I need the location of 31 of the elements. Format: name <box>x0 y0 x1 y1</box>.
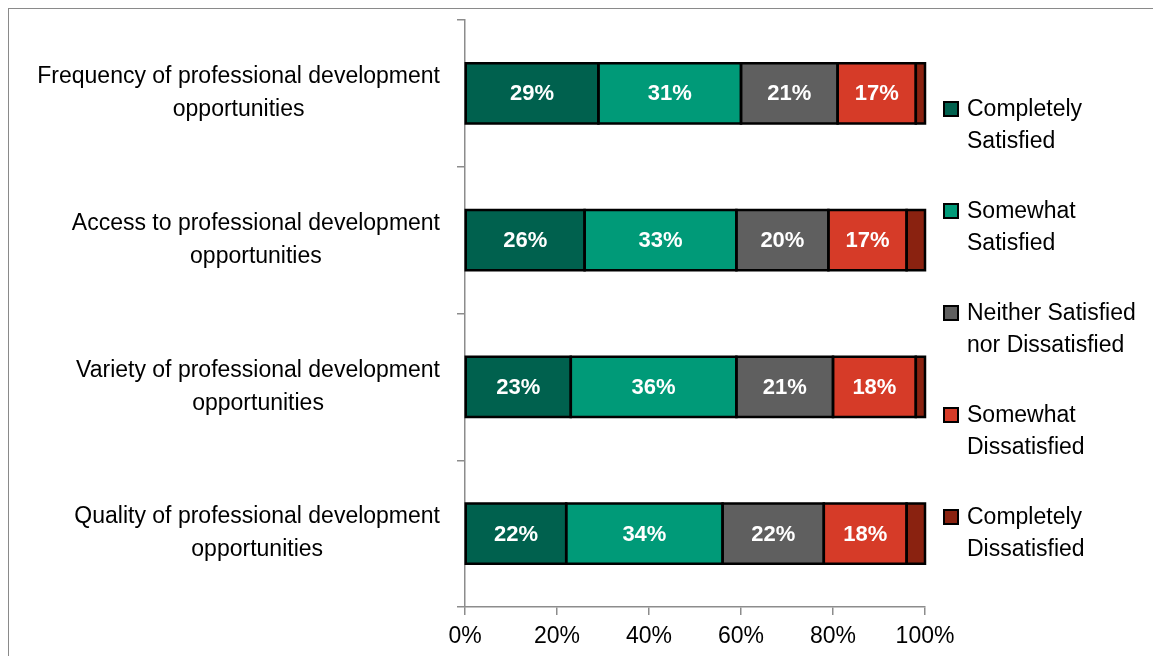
data-label: 21% <box>767 80 812 106</box>
legend-label: Neither Satisfied nor Dissatisfied <box>967 298 1137 359</box>
data-label: 23% <box>496 373 541 399</box>
x-tick-label: 100% <box>895 622 955 649</box>
x-tick-label: 60% <box>717 622 765 649</box>
legend-label: Somewhat Dissatisfied <box>967 400 1086 461</box>
legend-label: Completely Satisfied <box>967 94 1084 155</box>
x-tick-label: 0% <box>448 622 482 649</box>
y-tick-label: Variety of professional development opportunities <box>76 355 441 415</box>
data-label: 18% <box>843 520 888 546</box>
legend-label: Completely Dissatisfied <box>967 502 1086 563</box>
x-tick-label: 80% <box>809 622 857 649</box>
x-tick-label: 20% <box>533 622 581 649</box>
x-tick-label: 40% <box>625 622 673 649</box>
data-label: 18% <box>852 373 897 399</box>
y-tick-label: Frequency of professional development opportunities <box>37 62 441 122</box>
data-label: 26% <box>503 227 548 253</box>
data-label: 17% <box>845 227 890 253</box>
data-label: 22% <box>493 520 538 546</box>
data-label: 22% <box>751 520 796 546</box>
data-label: 31% <box>647 80 692 106</box>
data-label: 17% <box>854 80 899 106</box>
legend-label: Somewhat Satisfied <box>967 196 1077 257</box>
y-tick-label: Quality of professional development opportunities <box>74 502 441 562</box>
data-label: 34% <box>622 520 667 546</box>
data-label: 20% <box>760 227 805 253</box>
data-label: 36% <box>631 373 676 399</box>
data-label: 33% <box>638 227 683 253</box>
data-label: 21% <box>762 373 807 399</box>
data-label: 29% <box>510 80 555 106</box>
y-tick-label: Access to professional development opportunities <box>71 208 441 268</box>
